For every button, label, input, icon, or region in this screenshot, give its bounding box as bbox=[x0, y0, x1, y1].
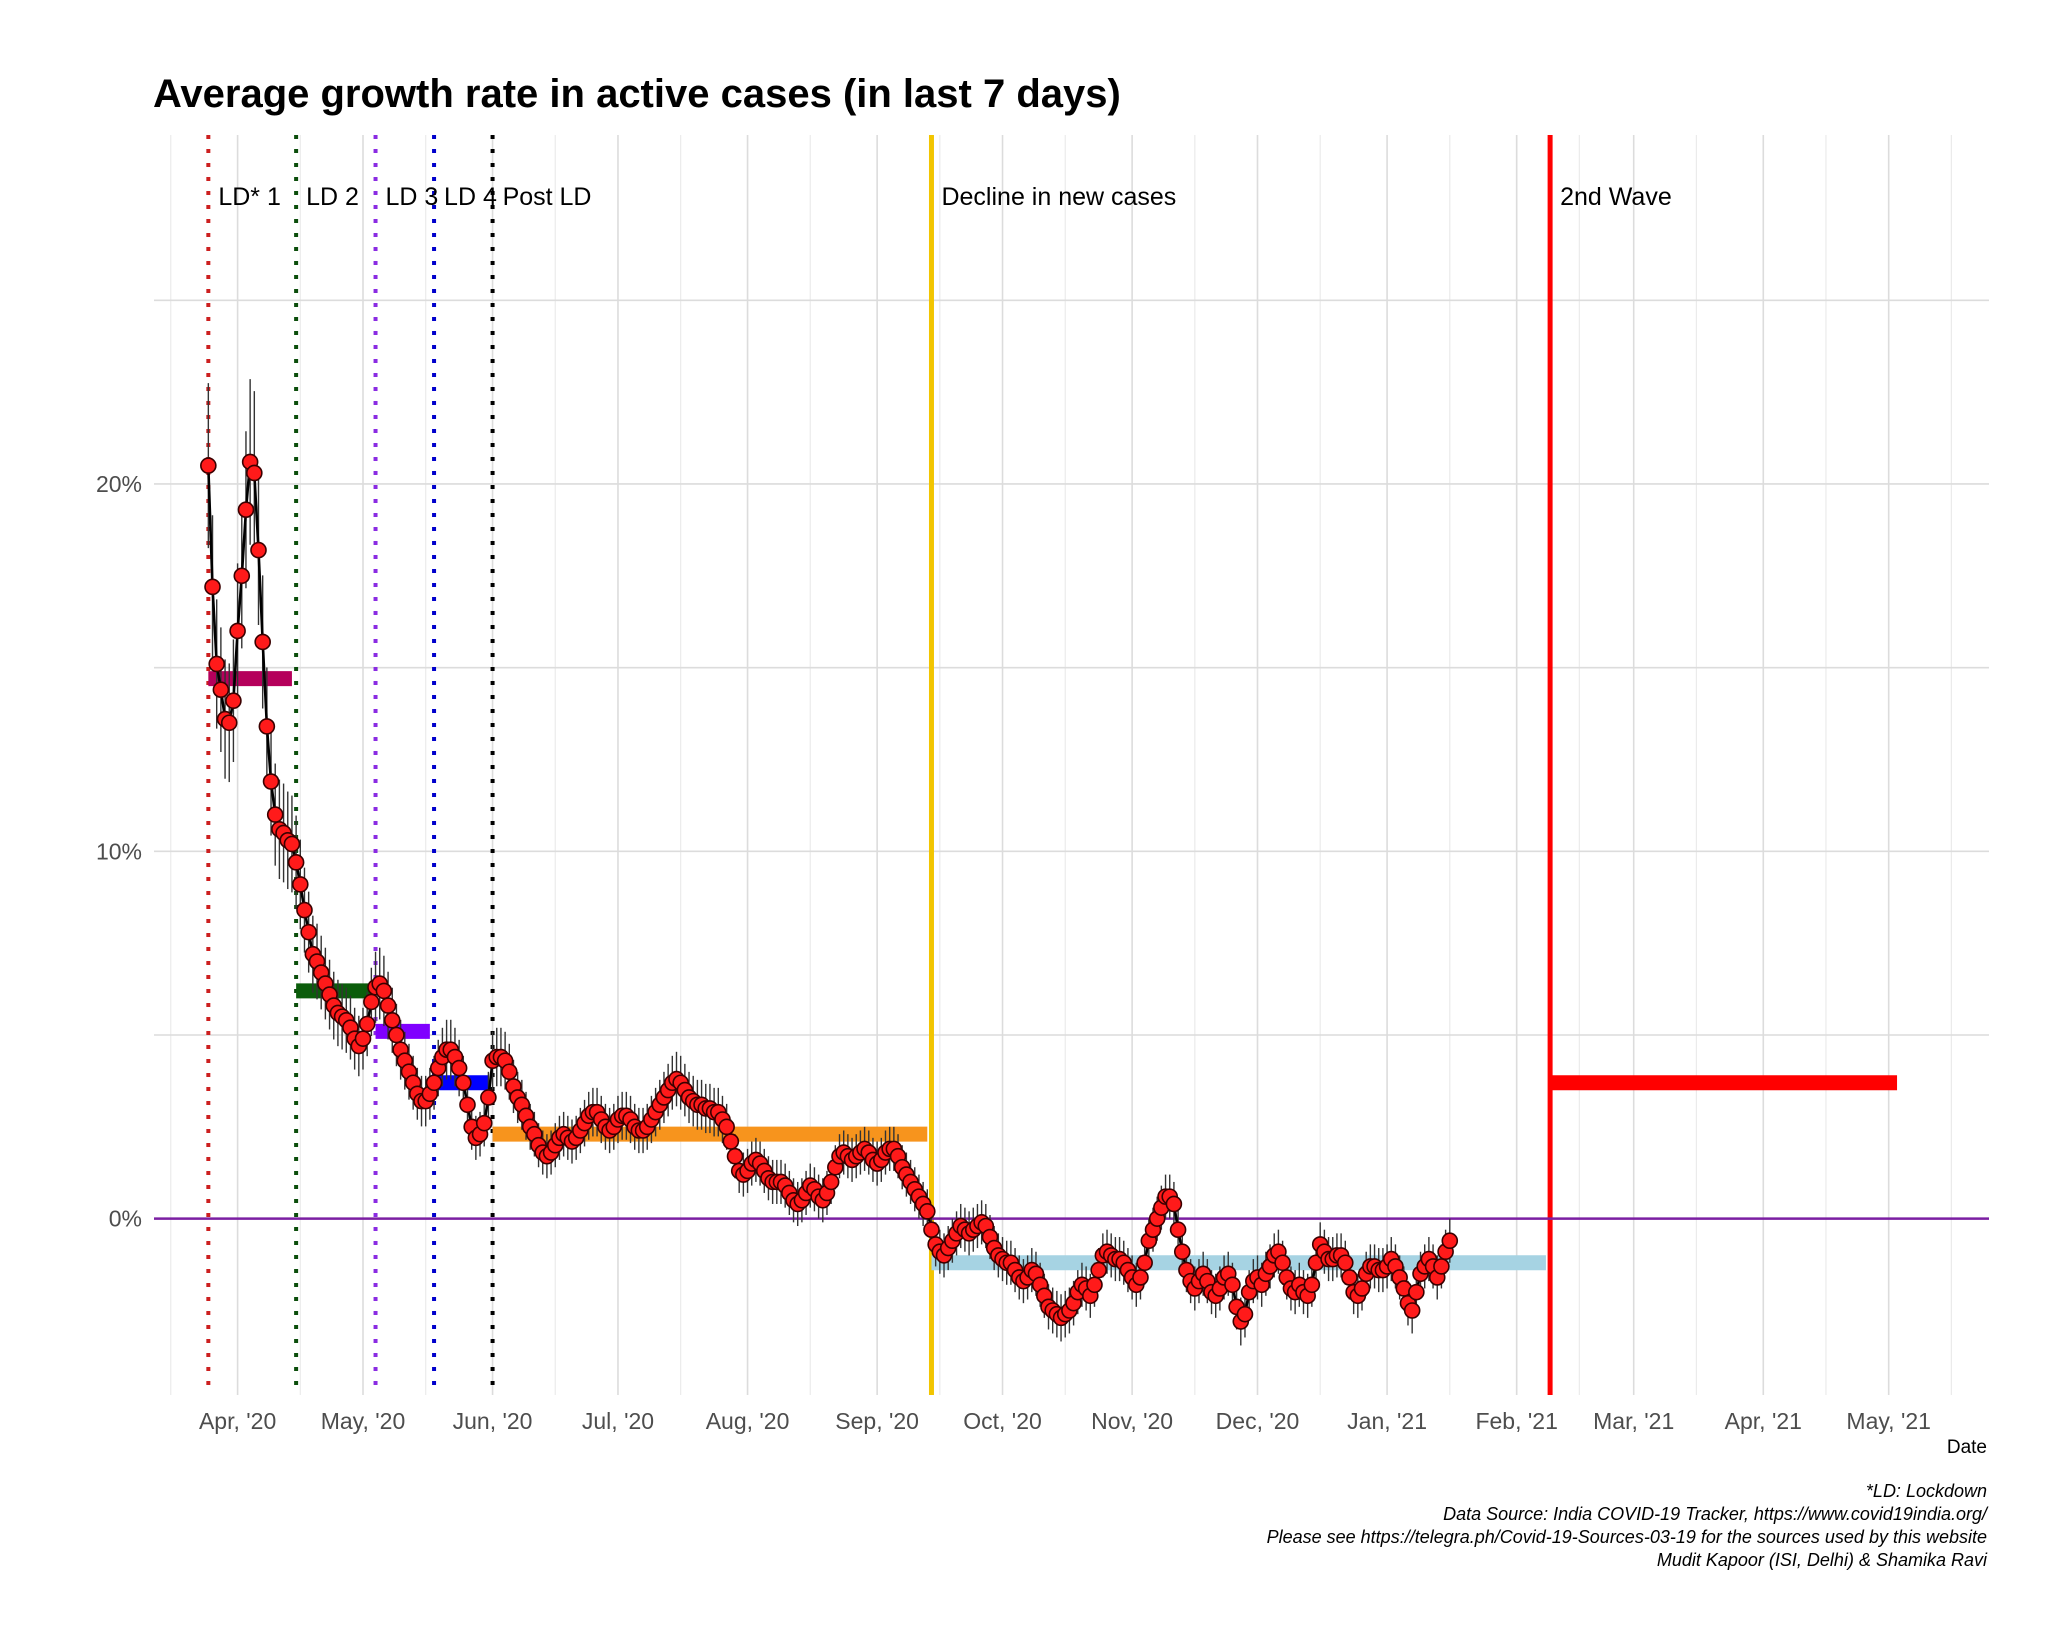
data-point bbox=[923, 1221, 940, 1238]
data-point bbox=[822, 1173, 840, 1191]
data-point bbox=[220, 714, 238, 732]
data-point bbox=[1336, 1254, 1354, 1272]
phase-label: 2nd Wave bbox=[1560, 183, 1672, 211]
phase-label: LD* 1 bbox=[218, 183, 281, 211]
data-point bbox=[200, 457, 217, 474]
data-point bbox=[204, 578, 221, 596]
data-point bbox=[363, 993, 380, 1011]
x-tick-label: Oct, '20 bbox=[963, 1408, 1042, 1434]
caption-line: Data Source: India COVID-19 Tracker, htt… bbox=[1443, 1504, 1989, 1524]
gridlines bbox=[154, 135, 1989, 1395]
y-tick-label: 20% bbox=[96, 471, 142, 497]
data-point bbox=[1086, 1276, 1103, 1294]
x-tick-label: Jun, '20 bbox=[453, 1408, 533, 1434]
data-point bbox=[254, 633, 271, 651]
data-point bbox=[383, 1012, 401, 1029]
data-point bbox=[1341, 1269, 1358, 1286]
data-point bbox=[1136, 1254, 1153, 1272]
data-point bbox=[1303, 1276, 1321, 1294]
data-point bbox=[208, 655, 225, 673]
x-tick-label: Sep, '20 bbox=[835, 1408, 919, 1434]
captions: *LD: Lockdown Data Source: India COVID-19… bbox=[1267, 1481, 1989, 1570]
data-point bbox=[212, 681, 230, 698]
x-tick-label: Jan, '21 bbox=[1347, 1408, 1427, 1434]
data-point bbox=[233, 567, 251, 585]
data-point bbox=[300, 923, 317, 941]
data-point bbox=[262, 773, 280, 790]
data-point bbox=[229, 622, 246, 640]
data-point bbox=[455, 1074, 472, 1092]
phase-labels: LD* 1 LD 2 LD 3 LD 4 Post LD Decline in new c… bbox=[218, 183, 1671, 211]
data-point bbox=[258, 718, 276, 735]
data-point bbox=[722, 1133, 740, 1150]
x-axis-ticks: Apr, '20 May, '20 Jun, '20 Jul, '20 Aug, '20… bbox=[199, 1408, 1931, 1434]
caption-line: Please see https://telegra.ph/Covid-19-S… bbox=[1267, 1527, 1987, 1547]
data-point bbox=[1274, 1254, 1291, 1272]
phase-label: LD 4 bbox=[444, 183, 497, 211]
data-point bbox=[480, 1089, 497, 1106]
x-tick-label: Apr, '20 bbox=[199, 1408, 276, 1434]
x-tick-label: Dec, '20 bbox=[1216, 1408, 1300, 1434]
data-point bbox=[500, 1063, 518, 1081]
data-point bbox=[1433, 1258, 1450, 1275]
x-tick-label: Aug, '20 bbox=[706, 1408, 790, 1434]
data-point bbox=[287, 854, 305, 871]
data-point bbox=[1441, 1232, 1459, 1250]
y-axis-ticks: 0% 10% 20% bbox=[96, 471, 142, 1232]
chart-title: Average growth rate in active cases (in … bbox=[153, 72, 1121, 116]
phase-label: Post LD bbox=[503, 183, 592, 211]
data-point bbox=[459, 1096, 476, 1114]
phase-label: Decline in new cases bbox=[941, 183, 1176, 211]
data-point bbox=[718, 1118, 735, 1136]
x-tick-label: May, '21 bbox=[1846, 1408, 1931, 1434]
data-point bbox=[1165, 1195, 1183, 1213]
data-point bbox=[296, 901, 313, 919]
data-point bbox=[246, 464, 263, 482]
series bbox=[200, 379, 1459, 1346]
data-point bbox=[291, 876, 309, 893]
x-axis-title: Date bbox=[1947, 1437, 1987, 1458]
phase-average-bars bbox=[208, 671, 1898, 1271]
data-point bbox=[358, 1015, 376, 1033]
data-point bbox=[1353, 1280, 1371, 1297]
data-point bbox=[266, 806, 284, 823]
data-point bbox=[1132, 1269, 1149, 1286]
caption-line: Mudit Kapoor (ISI, Delhi) & Shamika Ravi bbox=[1657, 1550, 1988, 1570]
phase-label: LD 2 bbox=[306, 183, 359, 211]
data-point bbox=[379, 997, 397, 1014]
data-point bbox=[225, 692, 242, 710]
caption-line: *LD: Lockdown bbox=[1866, 1481, 1987, 1501]
x-tick-label: Feb, '21 bbox=[1475, 1408, 1557, 1434]
y-tick-label: 10% bbox=[96, 838, 142, 864]
data-point bbox=[726, 1147, 744, 1165]
data-point bbox=[354, 1030, 372, 1047]
data-point bbox=[237, 501, 255, 518]
data-point bbox=[1408, 1283, 1425, 1301]
x-tick-label: Nov, '20 bbox=[1091, 1408, 1173, 1434]
data-point bbox=[425, 1074, 443, 1092]
data-point bbox=[250, 541, 267, 559]
phase-lines bbox=[154, 135, 1989, 1395]
x-tick-label: Mar, '21 bbox=[1593, 1408, 1674, 1434]
x-tick-label: Jul, '20 bbox=[582, 1408, 654, 1434]
data-point bbox=[283, 835, 301, 853]
data-point bbox=[1090, 1261, 1107, 1279]
data-point bbox=[375, 982, 393, 1000]
x-tick-label: Apr, '21 bbox=[1725, 1408, 1802, 1434]
data-point bbox=[1403, 1302, 1421, 1319]
data-point bbox=[450, 1059, 468, 1077]
data-point bbox=[918, 1203, 936, 1220]
data-point bbox=[1236, 1305, 1254, 1323]
phase-label: LD 3 bbox=[386, 183, 439, 211]
x-tick-label: May, '20 bbox=[321, 1408, 406, 1434]
data-point bbox=[1169, 1221, 1187, 1238]
data-point bbox=[388, 1026, 405, 1044]
data-point bbox=[475, 1114, 493, 1132]
data-point bbox=[1173, 1243, 1191, 1261]
data-point bbox=[1224, 1276, 1241, 1294]
y-tick-label: 0% bbox=[109, 1206, 142, 1232]
